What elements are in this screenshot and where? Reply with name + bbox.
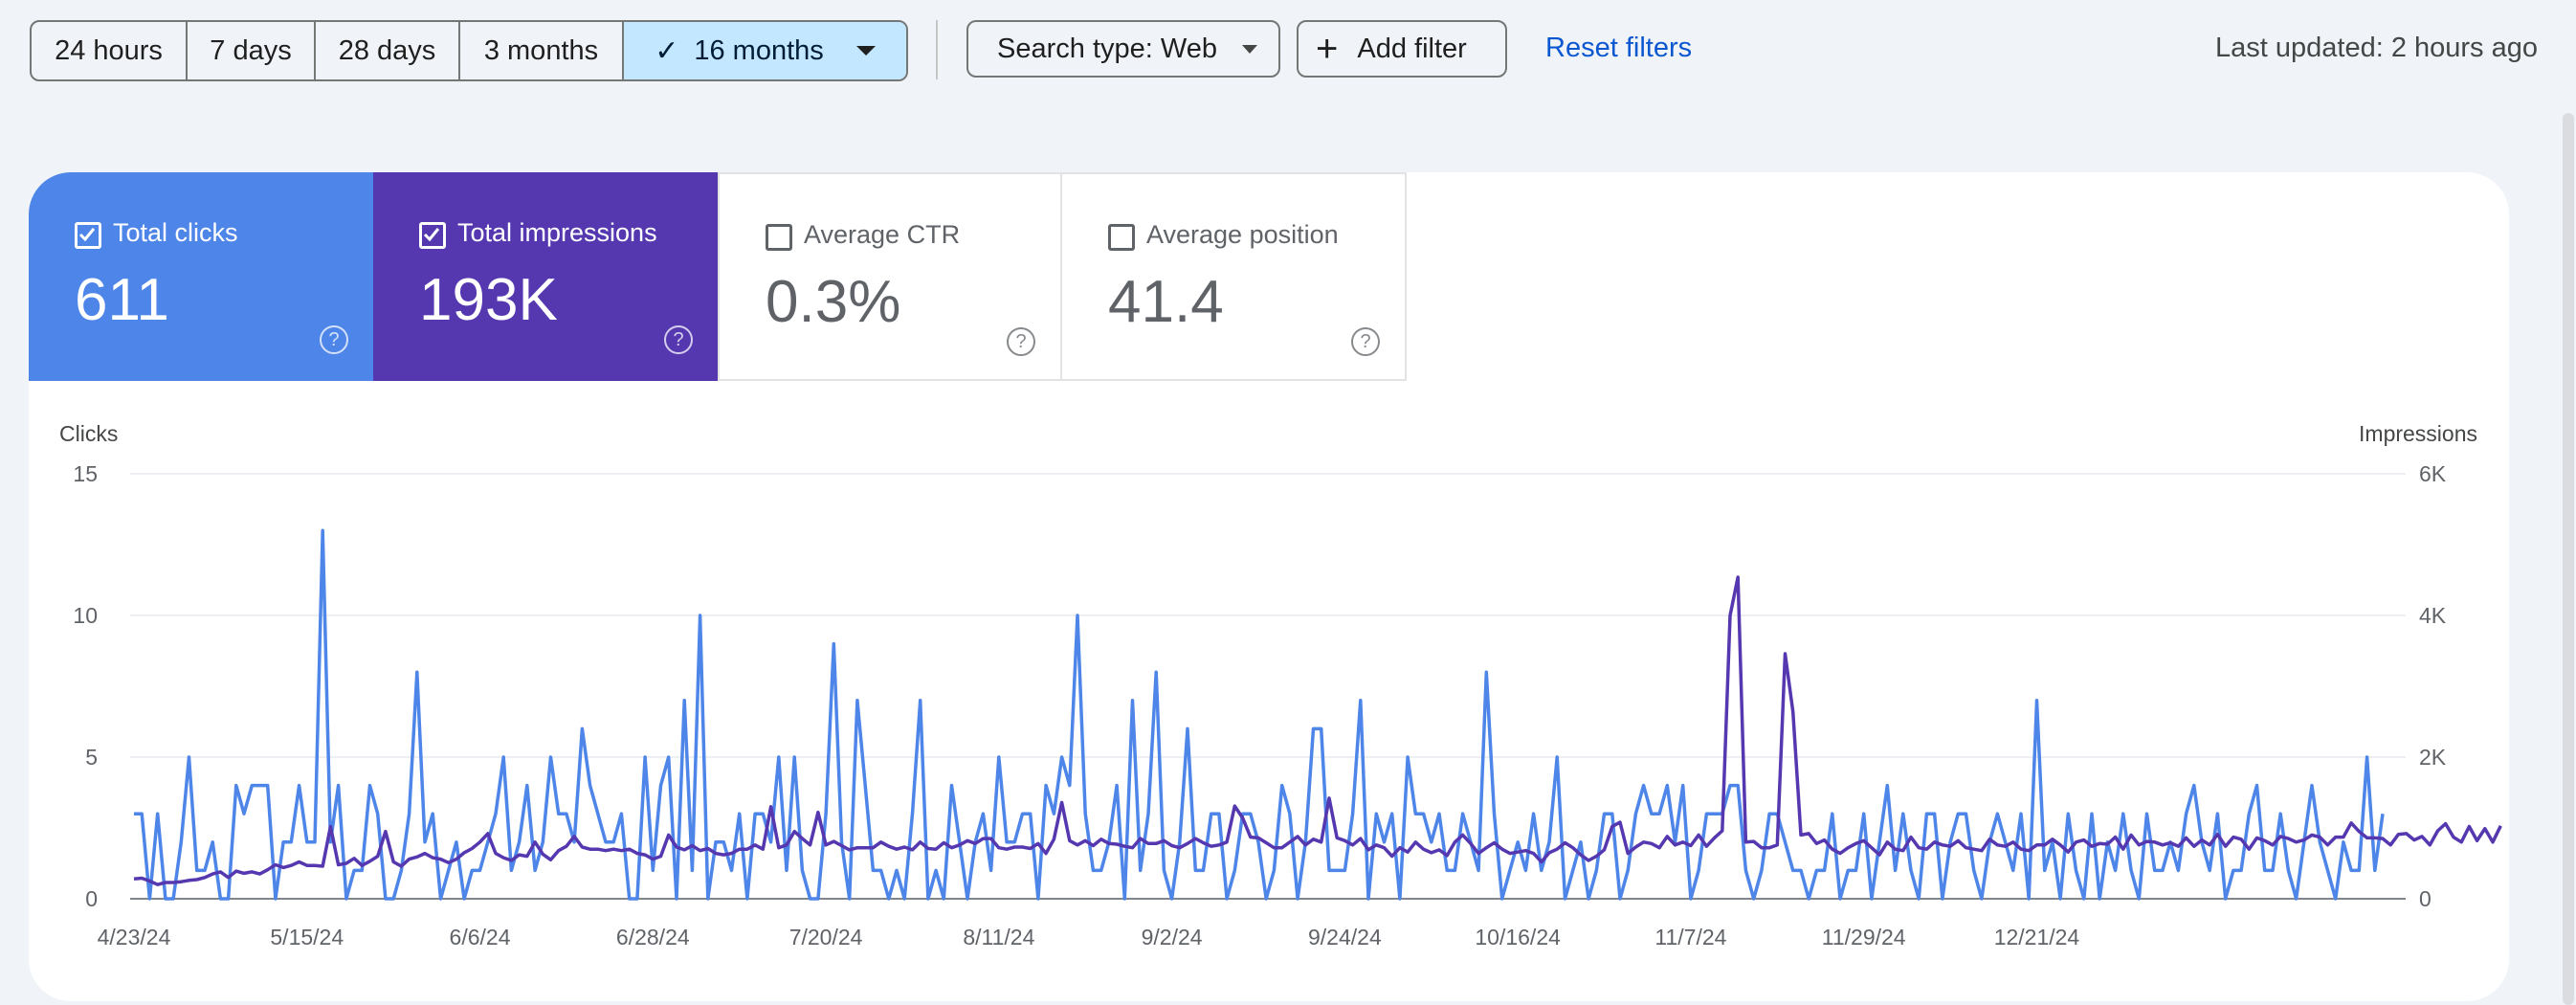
checkbox-checked-icon[interactable] [419, 222, 446, 249]
x-axis-tick: 8/11/24 [963, 925, 1034, 949]
metric-label: Total impressions [457, 218, 657, 247]
x-axis-tick: 6/6/24 [450, 925, 511, 949]
left-axis-title: Clicks [59, 421, 118, 446]
help-icon[interactable]: ? [1007, 327, 1035, 356]
search-type-dropdown[interactable]: Search type: Web [966, 20, 1280, 78]
right-axis-tick: 0 [2419, 886, 2432, 911]
range-28-days-button[interactable]: 28 days [316, 22, 460, 79]
check-icon: ✓ [655, 34, 679, 67]
x-axis-tick: 9/24/24 [1308, 925, 1382, 949]
toolbar: 24 hours 7 days 28 days 3 months ✓ 16 mo… [0, 0, 2576, 100]
add-filter-button[interactable]: + Add filter [1297, 20, 1507, 78]
caret-down-icon [1241, 44, 1257, 54]
x-axis-tick: 10/16/24 [1475, 925, 1561, 949]
x-axis-tick: 4/23/24 [98, 925, 171, 949]
toolbar-divider [936, 20, 938, 79]
right-axis-tick: 2K [2419, 745, 2447, 770]
checkbox-checked-icon[interactable] [75, 222, 101, 249]
page-scrollbar[interactable] [2563, 113, 2574, 1005]
metric-total-impressions[interactable]: Total impressions 193K ? [373, 172, 718, 381]
metric-value: 0.3% [766, 269, 901, 335]
metric-value: 193K [419, 267, 558, 333]
x-axis-tick: 6/28/24 [616, 925, 690, 949]
right-axis-title: Impressions [2359, 421, 2477, 446]
metric-total-clicks[interactable]: Total clicks 611 ? [29, 172, 373, 381]
right-axis-tick: 6K [2419, 461, 2447, 486]
impressions-series-line [133, 575, 2502, 886]
left-axis-tick: 0 [85, 886, 98, 911]
metric-label: Total clicks [113, 218, 238, 247]
x-axis-tick: 12/21/24 [1994, 925, 2080, 949]
help-icon[interactable]: ? [664, 325, 693, 354]
help-icon[interactable]: ? [320, 325, 348, 354]
range-7-days-button[interactable]: 7 days [188, 22, 316, 79]
last-updated-text: Last updated: 2 hours ago [2215, 33, 2538, 63]
reset-filters-link[interactable]: Reset filters [1545, 33, 1693, 63]
date-range-selector: 24 hours 7 days 28 days 3 months ✓ 16 mo… [30, 20, 908, 81]
checkbox-unchecked-icon[interactable] [766, 224, 792, 251]
metric-label: Average CTR [804, 220, 961, 249]
help-icon[interactable]: ? [1351, 327, 1380, 356]
left-axis-tick: 10 [73, 603, 98, 628]
metric-average-ctr[interactable]: Average CTR 0.3% ? [718, 172, 1062, 381]
metric-label: Average position [1146, 220, 1339, 249]
metric-value: 611 [75, 267, 169, 333]
range-3-months-button[interactable]: 3 months [460, 22, 624, 79]
left-axis-tick: 15 [73, 461, 98, 486]
x-axis-tick: 11/7/24 [1654, 925, 1726, 949]
metric-average-position[interactable]: Average position 41.4 ? [1062, 172, 1407, 381]
x-axis-tick: 5/15/24 [270, 925, 344, 949]
checkbox-unchecked-icon[interactable] [1108, 224, 1135, 251]
plus-icon: + [1316, 28, 1339, 70]
clicks-series-line [134, 528, 2385, 901]
metric-tiles: Total clicks 611 ? Total impressions 193… [29, 172, 1407, 381]
x-axis-tick: 11/29/24 [1822, 925, 1906, 949]
range-16-months-button[interactable]: ✓ 16 months [624, 22, 906, 79]
performance-card: Total clicks 611 ? Total impressions 193… [29, 172, 2509, 1001]
x-axis-tick: 9/2/24 [1142, 925, 1203, 949]
metric-value: 41.4 [1108, 269, 1224, 335]
left-axis-tick: 5 [85, 745, 98, 770]
range-24-hours-button[interactable]: 24 hours [32, 22, 188, 79]
caret-down-icon [855, 46, 876, 56]
right-axis-tick: 4K [2419, 603, 2447, 628]
x-axis-tick: 7/20/24 [789, 925, 863, 949]
